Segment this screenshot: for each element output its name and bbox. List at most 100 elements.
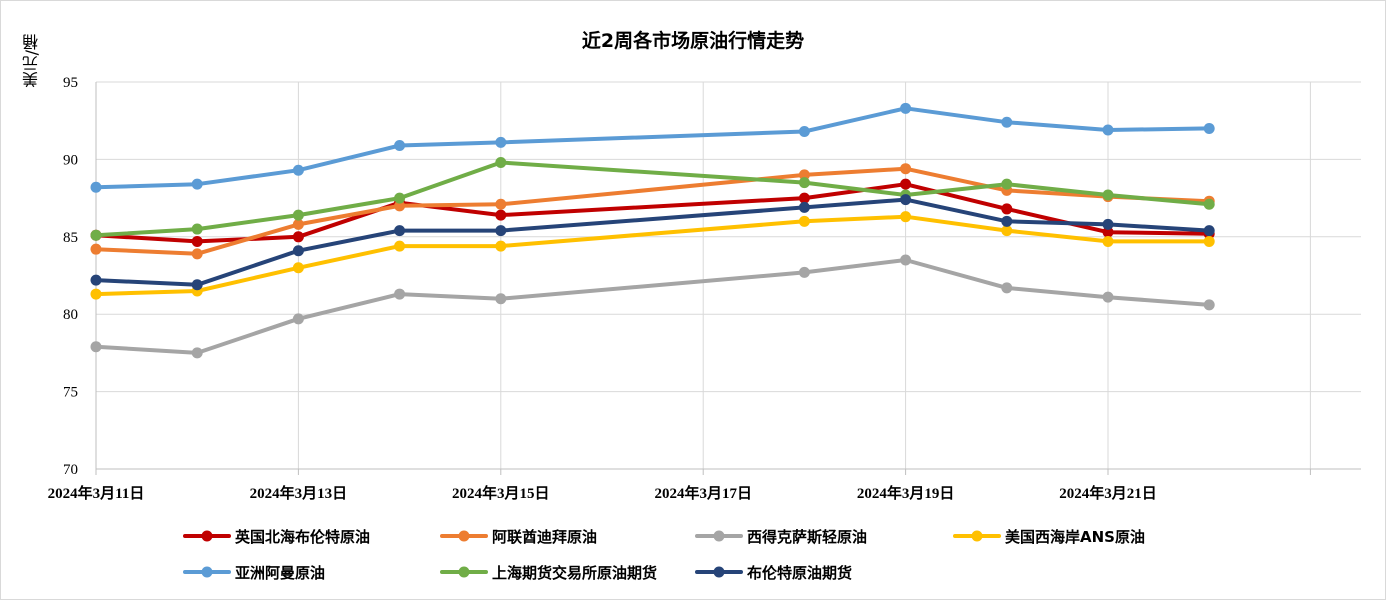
data-point bbox=[798, 169, 810, 181]
data-point bbox=[798, 266, 810, 278]
series-line bbox=[94, 106, 1212, 190]
series-group bbox=[90, 254, 1215, 359]
data-point bbox=[900, 102, 912, 114]
y-tick-label: 90 bbox=[63, 152, 78, 168]
series-group bbox=[90, 211, 1215, 300]
data-point bbox=[191, 178, 203, 190]
legend-label: 阿联酋迪拜原油 bbox=[492, 528, 597, 546]
data-point bbox=[1102, 218, 1114, 230]
data-point bbox=[900, 211, 912, 223]
data-point bbox=[798, 201, 810, 213]
data-point bbox=[1203, 235, 1215, 247]
legend-label: 美国西海岸ANS原油 bbox=[1005, 528, 1145, 546]
series-line bbox=[94, 197, 1212, 287]
data-point bbox=[90, 243, 102, 255]
legend-swatch-marker bbox=[713, 566, 725, 578]
data-point bbox=[900, 178, 912, 190]
y-tick-label: 75 bbox=[63, 385, 78, 401]
data-point bbox=[798, 215, 810, 227]
data-point bbox=[495, 240, 507, 252]
data-point bbox=[191, 223, 203, 235]
legend-label: 布伦特原油期货 bbox=[747, 564, 852, 582]
legend-label: 西得克萨斯轻原油 bbox=[747, 528, 867, 546]
y-tick-labels: 70 75 80 85 90 95 bbox=[63, 75, 78, 478]
legend-item: 布伦特原油期货 bbox=[695, 564, 852, 582]
data-point bbox=[292, 209, 304, 221]
data-point bbox=[900, 194, 912, 206]
legend-swatch-marker bbox=[971, 530, 983, 542]
data-point bbox=[1203, 225, 1215, 237]
data-point bbox=[1102, 124, 1114, 136]
data-point bbox=[495, 225, 507, 237]
data-point bbox=[90, 274, 102, 286]
legend-label: 英国北海布伦特原油 bbox=[235, 528, 370, 546]
legend-label: 亚洲阿曼原油 bbox=[235, 564, 325, 582]
data-point bbox=[1203, 122, 1215, 134]
legend-item: 西得克萨斯轻原油 bbox=[695, 528, 867, 546]
data-point bbox=[90, 181, 102, 193]
data-point bbox=[292, 231, 304, 243]
data-point bbox=[798, 126, 810, 138]
data-point bbox=[90, 288, 102, 300]
data-point bbox=[191, 248, 203, 260]
data-point bbox=[394, 240, 406, 252]
data-point bbox=[495, 198, 507, 210]
data-point bbox=[1001, 116, 1013, 128]
data-point bbox=[1001, 203, 1013, 215]
data-point bbox=[394, 225, 406, 237]
data-point bbox=[900, 254, 912, 266]
legend-label: 上海期货交易所原油期货 bbox=[492, 564, 657, 582]
data-point bbox=[495, 136, 507, 148]
data-point bbox=[798, 177, 810, 189]
legend-item: 亚洲阿曼原油 bbox=[183, 564, 325, 582]
data-point bbox=[394, 139, 406, 151]
legend: 英国北海布伦特原油 阿联酋迪拜原油 西得克萨斯轻原油 美国西海岸ANS原油亚洲阿曼原油… bbox=[183, 528, 1145, 582]
x-tick-label: 2024年3月21日 bbox=[1059, 484, 1157, 502]
legend-swatch-marker bbox=[201, 566, 213, 578]
x-tick-label: 2024年3月17日 bbox=[654, 484, 752, 502]
x-tick-label: 2024年3月19日 bbox=[857, 484, 955, 502]
y-tick-label: 85 bbox=[63, 230, 78, 246]
data-point bbox=[1102, 189, 1114, 201]
series-line bbox=[94, 166, 1212, 256]
data-point bbox=[191, 235, 203, 247]
data-point bbox=[292, 313, 304, 325]
data-point bbox=[292, 245, 304, 257]
series-line bbox=[94, 160, 1212, 238]
data-point bbox=[1001, 225, 1013, 237]
x-tick-labels: 2024年3月11日 2024年3月13日 2024年3月15日 2024年3月17日… bbox=[48, 484, 1157, 502]
data-point bbox=[191, 347, 203, 359]
x-tick-label: 2024年3月11日 bbox=[48, 484, 145, 502]
data-point bbox=[292, 218, 304, 230]
series-line bbox=[94, 214, 1212, 297]
series-group bbox=[90, 102, 1215, 193]
data-point bbox=[1102, 235, 1114, 247]
data-point bbox=[1001, 215, 1013, 227]
data-point bbox=[1001, 178, 1013, 190]
series-lines bbox=[90, 102, 1215, 359]
legend-item: 阿联酋迪拜原油 bbox=[440, 528, 597, 546]
legend-swatch-marker bbox=[201, 530, 213, 542]
legend-swatch-marker bbox=[458, 566, 470, 578]
legend-item: 英国北海布伦特原油 bbox=[183, 528, 370, 546]
legend-swatch-marker bbox=[458, 530, 470, 542]
data-point bbox=[1102, 226, 1114, 238]
data-point bbox=[292, 164, 304, 176]
data-point bbox=[191, 279, 203, 291]
series-line bbox=[94, 258, 1212, 355]
legend-item: 上海期货交易所原油期货 bbox=[440, 564, 657, 582]
data-point bbox=[90, 229, 102, 241]
data-point bbox=[1203, 198, 1215, 210]
legend-swatch-marker bbox=[713, 530, 725, 542]
y-tick-label: 70 bbox=[63, 462, 78, 478]
y-tick-label: 80 bbox=[63, 307, 78, 323]
x-tick-label: 2024年3月15日 bbox=[452, 484, 550, 502]
x-tick-label: 2024年3月13日 bbox=[250, 484, 348, 502]
gridlines bbox=[96, 81, 1361, 393]
data-point bbox=[1001, 282, 1013, 294]
data-point bbox=[495, 293, 507, 305]
data-point bbox=[394, 200, 406, 212]
data-point bbox=[900, 163, 912, 175]
series-group bbox=[90, 156, 1215, 241]
